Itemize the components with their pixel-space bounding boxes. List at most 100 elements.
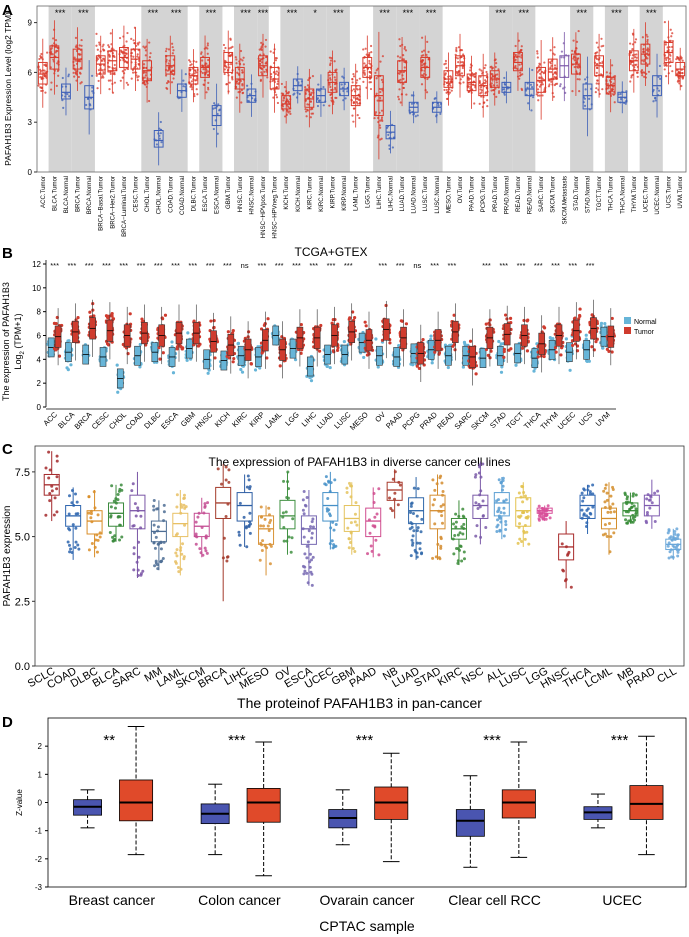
data-point xyxy=(380,78,384,81)
data-point xyxy=(291,517,295,521)
data-point xyxy=(159,541,163,545)
data-point xyxy=(272,51,275,54)
normal-point xyxy=(328,365,332,370)
data-point xyxy=(237,82,240,85)
data-point xyxy=(216,467,220,471)
data-point xyxy=(459,545,463,549)
data-point xyxy=(329,85,332,89)
data-point xyxy=(481,514,485,518)
data-point xyxy=(116,493,120,497)
tumor-point xyxy=(232,356,236,361)
data-point xyxy=(305,556,309,560)
data-point xyxy=(119,483,123,487)
data-point xyxy=(595,66,599,69)
tumor-point xyxy=(144,343,148,347)
data-point xyxy=(245,525,249,529)
data-point xyxy=(461,66,464,70)
data-point xyxy=(624,102,627,105)
normal-point xyxy=(253,368,258,372)
normal-point xyxy=(599,321,604,325)
data-point xyxy=(625,502,629,506)
data-point xyxy=(201,59,204,62)
data-point xyxy=(182,496,186,500)
data-point xyxy=(347,546,351,550)
data-point xyxy=(226,555,230,559)
significance-label: *** xyxy=(119,261,128,270)
tumor-point xyxy=(88,310,92,314)
data-point xyxy=(437,556,441,560)
x-tick-label: READ.Normal xyxy=(527,176,534,214)
data-point xyxy=(132,55,135,58)
data-point xyxy=(198,547,202,551)
data-point xyxy=(331,546,335,550)
data-point xyxy=(50,88,53,91)
data-point xyxy=(73,545,77,549)
data-point xyxy=(572,39,575,42)
significance-label: *** xyxy=(551,261,560,270)
data-point xyxy=(486,99,489,102)
data-point xyxy=(96,58,100,61)
data-point xyxy=(431,556,435,560)
data-point xyxy=(222,43,226,47)
data-point xyxy=(352,120,355,123)
box xyxy=(95,55,106,75)
data-point xyxy=(669,64,672,68)
box xyxy=(304,88,315,108)
data-point xyxy=(497,68,500,71)
data-point xyxy=(155,507,159,511)
data-point xyxy=(646,40,649,43)
data-point xyxy=(575,40,579,44)
data-point xyxy=(264,62,267,65)
data-point xyxy=(351,114,354,117)
x-tick-label: KIRC.Normal xyxy=(318,176,325,212)
x-tick-label: LUAD.Tumor xyxy=(399,176,406,211)
data-point xyxy=(484,525,488,529)
data-point xyxy=(344,97,347,100)
data-point xyxy=(673,537,677,541)
data-point xyxy=(484,82,487,85)
data-point xyxy=(258,558,262,562)
data-point xyxy=(641,59,644,62)
significance-label: *** xyxy=(85,261,94,270)
data-point xyxy=(634,38,638,41)
data-point xyxy=(420,83,424,86)
data-point xyxy=(55,49,58,53)
data-point xyxy=(379,90,382,94)
data-point xyxy=(485,70,488,74)
data-point xyxy=(610,89,613,92)
panel-c-chart: C The expression of PAFAH1B3 in diverse … xyxy=(2,441,685,711)
data-point xyxy=(647,70,651,73)
data-point xyxy=(113,534,117,538)
data-point xyxy=(205,46,208,49)
data-point xyxy=(595,41,598,44)
data-point xyxy=(504,83,507,86)
data-point xyxy=(152,540,156,544)
tumor-point xyxy=(578,307,582,311)
data-point xyxy=(608,505,612,509)
data-point xyxy=(80,44,83,47)
data-point xyxy=(55,454,59,458)
data-point xyxy=(420,64,424,67)
data-point xyxy=(125,52,128,55)
data-point xyxy=(74,72,78,75)
plot-frame xyxy=(34,445,685,667)
data-point xyxy=(126,31,129,35)
data-point xyxy=(264,38,268,42)
data-point xyxy=(461,532,465,536)
normal-point xyxy=(599,324,603,328)
data-point xyxy=(134,514,138,518)
data-point xyxy=(397,98,401,101)
data-point xyxy=(118,36,122,40)
data-point xyxy=(658,64,662,68)
data-point xyxy=(469,69,472,72)
data-point xyxy=(469,83,472,86)
data-point xyxy=(156,529,160,533)
data-point xyxy=(595,57,598,60)
data-point xyxy=(191,73,194,76)
data-point xyxy=(402,82,405,85)
data-point xyxy=(287,535,291,539)
data-point xyxy=(457,61,460,64)
x-tick-label: PAAD.Tumor xyxy=(469,176,476,211)
x-tick-label: BLCA.Normal xyxy=(63,176,70,213)
data-point xyxy=(143,80,146,83)
